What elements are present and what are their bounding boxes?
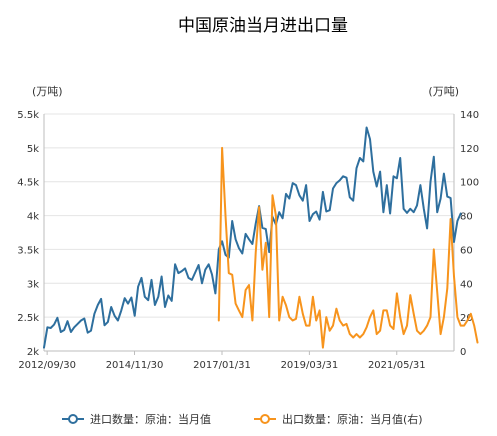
legend-label: 进口数量：原油：当月值: [90, 412, 211, 426]
x-tick-label: 2019/03/31: [281, 360, 339, 371]
export-series-line: [217, 146, 479, 349]
left-tick-label: 5k: [27, 144, 39, 155]
x-axis-ticks: 2012/09/30 2014/11/30 2017/01/31 2019/03/31…: [18, 351, 426, 371]
gridlines: [43, 113, 455, 352]
left-tick-label: 3.5k: [17, 245, 39, 256]
left-axis-unit: (万吨): [32, 85, 63, 98]
left-tick-label: 5.5k: [17, 110, 39, 121]
right-tick-label: 0: [460, 347, 466, 358]
x-tick-label: 2012/09/30: [18, 360, 76, 371]
left-tick-label: 4k: [27, 212, 39, 223]
legend[interactable]: 进口数量：原油：当月值 出口数量：原油：当月值(右): [62, 412, 423, 426]
right-tick-label: 20: [460, 313, 473, 324]
right-tick-label: 40: [460, 279, 473, 290]
right-tick-label: 60: [460, 245, 473, 256]
right-axis-unit: (万吨): [428, 85, 459, 98]
left-tick-label: 2.5k: [17, 313, 39, 324]
legend-item-export[interactable]: 出口数量：原油：当月值(右): [254, 412, 423, 426]
right-tick-label: 140: [460, 110, 479, 121]
chart-title: 中国原油当月进出口量: [178, 16, 348, 36]
left-tick-label: 2k: [27, 347, 39, 358]
left-axis-ticks: 2k 2.5k 3k 3.5k 4k 4.5k 5k 5.5k: [17, 110, 39, 358]
legend-item-import[interactable]: 进口数量：原油：当月值: [62, 412, 211, 426]
left-tick-label: 4.5k: [17, 178, 39, 189]
legend-swatch-marker: [68, 414, 78, 424]
x-tick-label: 2014/11/30: [106, 360, 164, 371]
series-layer: [43, 126, 479, 349]
right-tick-label: 100: [460, 178, 479, 189]
legend-swatch-marker: [260, 414, 270, 424]
import-series-line: [43, 126, 462, 349]
legend-label: 出口数量：原油：当月值(右): [282, 412, 423, 426]
left-tick-label: 3k: [27, 279, 39, 290]
x-tick-label: 2017/01/31: [193, 360, 251, 371]
x-tick-label: 2021/05/31: [368, 360, 426, 371]
right-tick-label: 120: [460, 144, 479, 155]
right-tick-label: 80: [460, 212, 473, 223]
right-axis-ticks: 0 20 40 60 80 100 120 140: [460, 110, 479, 358]
